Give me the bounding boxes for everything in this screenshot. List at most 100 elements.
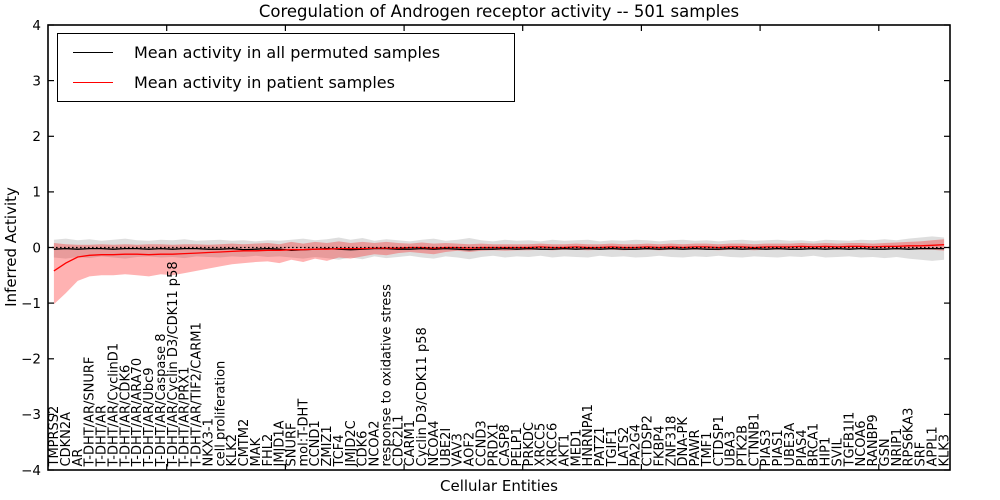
x-category-label: CTNNB1	[747, 413, 762, 467]
x-category-label: CASP8	[498, 424, 513, 466]
legend-label-permuted: Mean activity in all permuted samples	[134, 42, 441, 62]
y-tick-label: −1	[21, 296, 41, 312]
x-category-label: NKX3-1	[201, 418, 216, 466]
x-category-label: ZMIZ1	[320, 425, 335, 466]
x-category-label: T-DHT/AR/Cyclin D3/CDK11 p58	[166, 261, 181, 467]
x-category-label: SNURF	[284, 422, 299, 466]
x-category-label: CDC2L1	[391, 415, 406, 467]
x-category-label: SVIL	[830, 438, 845, 467]
x-category-label: T-DHT/AR/Ubc9	[142, 367, 157, 467]
x-category-label: HIP1	[819, 437, 834, 467]
x-category-label: CTDSP2	[641, 415, 656, 466]
x-category-label: T-DHT/AR/TIF2/CARM1	[190, 322, 205, 467]
x-category-label: PRKDC	[522, 422, 537, 466]
y-tick-label: −3	[21, 407, 41, 423]
legend-label-patient: Mean activity in patient samples	[134, 73, 395, 93]
x-category-label: DNA-PK	[676, 417, 691, 467]
x-category-label: JMJD2C	[344, 420, 359, 467]
x-category-label: UBA3	[724, 431, 739, 467]
y-axis-label: Inferred Activity	[2, 187, 20, 307]
x-category-label: PATZ1	[593, 426, 608, 466]
x-category-label: TMF1	[700, 432, 715, 468]
x-category-label: AR	[71, 449, 86, 467]
x-category-label: TGIF1	[605, 429, 620, 468]
patient-samples-range-band	[53, 239, 945, 305]
permuted-mean-line	[53, 247, 945, 251]
x-category-label: XRCC6	[546, 423, 561, 467]
legend-item-patient: Mean activity in patient samples	[58, 69, 514, 97]
chart-title: Coregulation of Androgen receptor activi…	[258, 2, 740, 21]
x-category-label: PAWR	[688, 429, 703, 466]
x-category-label: PIAS3	[759, 429, 774, 466]
x-category-label: cell proliferation	[213, 361, 228, 467]
x-category-label: RPS6KA3	[902, 408, 917, 467]
legend: Mean activity in all permuted samples Me…	[57, 33, 515, 102]
y-tick-label: 2	[32, 129, 41, 145]
y-tick-label: −4	[21, 463, 41, 479]
x-category-label: RANBP9	[866, 414, 881, 466]
x-category-label: KLK3	[937, 434, 952, 467]
x-category-label: T-DHT/AR/Caspase 8	[154, 333, 169, 467]
x-category-label: APPL1	[925, 426, 940, 466]
x-category-label: XRCC5	[534, 423, 549, 467]
x-category-label: T-DHT/AR/CDK6	[118, 365, 133, 468]
x-category-label: PA2G4	[629, 424, 644, 467]
x-category-label: CCND1	[308, 420, 323, 466]
x-category-label: LATS2	[617, 427, 632, 467]
x-category-label: CDKN2A	[59, 412, 74, 467]
x-category-label: T-DHT/AR/SNURF	[83, 357, 98, 468]
x-category-label: mol:T-DHT	[296, 399, 311, 467]
x-category-label: UBE2I	[439, 428, 454, 467]
x-category-label: T-DHT/AR/ARA70	[130, 358, 145, 468]
x-category-label: FKBP4	[652, 425, 667, 466]
x-category-label: CMTM2	[237, 419, 252, 467]
x-category-label: TCF4	[332, 434, 347, 467]
x-category-label: PIAS1	[771, 429, 786, 466]
y-tick-label: 0	[32, 240, 41, 256]
x-category-label: HNRNPA1	[581, 404, 596, 466]
x-category-label: response to oxidative stress	[379, 284, 394, 467]
x-category-label: VAV3	[451, 433, 466, 466]
x-category-label: JMJD1A	[273, 420, 288, 467]
x-category-label: FHL2	[261, 434, 276, 467]
x-category-label: PTK2B	[735, 425, 750, 467]
x-category-label: ZNF318	[664, 416, 679, 467]
y-tick-label: 4	[32, 18, 41, 34]
x-category-label: BRCA1	[807, 423, 822, 467]
x-category-label: CDK6	[356, 431, 371, 467]
x-category-label: CTDSP1	[712, 415, 727, 466]
legend-item-permuted: Mean activity in all permuted samples	[58, 38, 514, 66]
x-category-label: SRF	[913, 442, 928, 467]
x-category-label: MAK	[249, 437, 264, 466]
x-category-label: MED1	[569, 429, 584, 467]
y-tick-label: −2	[21, 352, 41, 368]
y-tick-label: 1	[32, 185, 41, 201]
patient-line-swatch	[73, 82, 113, 84]
x-category-label: NRIP1	[890, 428, 905, 467]
x-axis-label: Cellular Entities	[440, 477, 558, 495]
x-category-label: NCOA2	[368, 421, 383, 467]
permuted-line-swatch	[73, 51, 113, 53]
x-category-label: PELP1	[510, 427, 525, 466]
x-category-label: UBE3A	[783, 423, 798, 467]
x-category-label: TMPRSS2	[47, 406, 62, 468]
x-category-label: PRDX1	[486, 422, 501, 466]
x-category-label: T-DHT/AR/CyclinD1	[106, 343, 121, 468]
x-category-label: NCOA6	[854, 421, 869, 467]
y-tick-label: 3	[32, 73, 41, 89]
x-category-label: PIAS4	[795, 429, 810, 466]
x-category-label: TGFB1I1	[842, 412, 857, 468]
patient-mean-line	[53, 244, 945, 272]
x-category-label: Cyclin D3/CDK11 p58	[415, 327, 430, 466]
x-category-label: GSN	[878, 438, 893, 466]
x-category-label: CCND3	[474, 420, 489, 466]
x-category-label: NCOA4	[427, 421, 442, 467]
x-category-label: T-DHT/AR/PRX1	[178, 367, 193, 468]
x-category-label: CARM1	[403, 420, 418, 467]
x-category-label: T-DHT/AR	[95, 405, 110, 467]
x-category-label: AOF2	[462, 432, 477, 467]
x-category-label: KLK2	[225, 434, 240, 467]
x-category-label: AKT1	[557, 434, 572, 467]
